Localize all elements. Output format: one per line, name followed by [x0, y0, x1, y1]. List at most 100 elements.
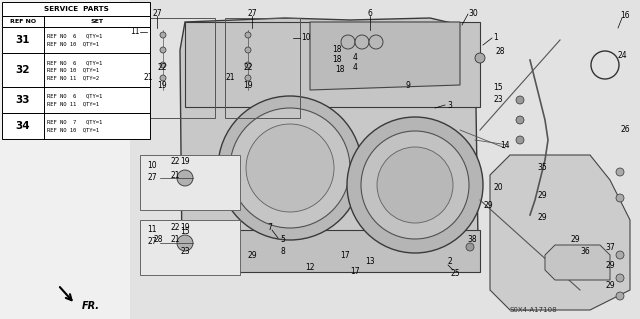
- Text: 22: 22: [170, 222, 180, 232]
- Text: FR.: FR.: [82, 301, 100, 311]
- Bar: [2, 2, 150, 16]
- Bar: [130, 0, 640, 319]
- Text: 35: 35: [537, 164, 547, 173]
- Text: 10: 10: [301, 33, 311, 42]
- Text: 29: 29: [537, 213, 547, 222]
- Text: 19: 19: [180, 222, 190, 232]
- Polygon shape: [310, 22, 460, 90]
- Polygon shape: [180, 18, 478, 272]
- Circle shape: [369, 35, 383, 49]
- Text: 1: 1: [493, 33, 499, 42]
- Circle shape: [230, 108, 350, 228]
- Text: 29: 29: [605, 261, 615, 270]
- Text: SERVICE  PARTS: SERVICE PARTS: [44, 6, 108, 12]
- Bar: [140, 155, 240, 210]
- Circle shape: [245, 62, 251, 68]
- Text: 15: 15: [180, 227, 190, 236]
- Text: 3: 3: [447, 100, 452, 109]
- Text: S0X4-A17108: S0X4-A17108: [510, 307, 557, 313]
- Circle shape: [616, 251, 624, 259]
- Text: 19: 19: [243, 80, 253, 90]
- Text: 38: 38: [467, 235, 477, 244]
- Circle shape: [245, 47, 251, 53]
- Bar: [2, 53, 150, 87]
- Text: 19: 19: [180, 158, 190, 167]
- Bar: [185, 230, 480, 272]
- Text: 29: 29: [605, 280, 615, 290]
- Text: 27: 27: [147, 238, 157, 247]
- Text: REF NO  7   QTY=1
REF NO 10  QTY=1: REF NO 7 QTY=1 REF NO 10 QTY=1: [47, 120, 102, 132]
- Text: 23: 23: [493, 95, 503, 105]
- Text: 29: 29: [483, 201, 493, 210]
- Text: 12: 12: [305, 263, 315, 272]
- Text: 31: 31: [16, 35, 30, 45]
- Circle shape: [177, 235, 193, 251]
- Text: 28: 28: [495, 48, 505, 56]
- Bar: [140, 220, 240, 275]
- Text: 11: 11: [147, 226, 157, 234]
- Bar: [140, 18, 215, 118]
- Text: 14: 14: [500, 140, 510, 150]
- Circle shape: [355, 35, 369, 49]
- Text: REF NO  6   QTY=1
REF NO 11  QTY=1: REF NO 6 QTY=1 REF NO 11 QTY=1: [47, 94, 102, 106]
- Circle shape: [160, 62, 166, 68]
- Text: 32: 32: [16, 65, 30, 75]
- Circle shape: [160, 32, 166, 38]
- Text: 4: 4: [353, 54, 357, 63]
- Text: 27: 27: [147, 173, 157, 182]
- Text: 21: 21: [143, 73, 153, 83]
- Text: 22: 22: [243, 63, 253, 72]
- Text: 20: 20: [493, 183, 503, 192]
- Circle shape: [616, 194, 624, 202]
- Text: 21: 21: [170, 170, 180, 180]
- Text: 22: 22: [157, 63, 167, 72]
- Polygon shape: [490, 155, 630, 310]
- Text: REF NO  6   QTY=1
REF NO 10  QTY=1
REF NO 11  QTY=2: REF NO 6 QTY=1 REF NO 10 QTY=1 REF NO 11…: [47, 60, 102, 80]
- Text: 5: 5: [280, 235, 285, 244]
- Bar: [2, 87, 150, 113]
- Circle shape: [516, 116, 524, 124]
- Circle shape: [218, 96, 362, 240]
- Text: 18: 18: [332, 56, 342, 64]
- Text: 9: 9: [406, 80, 410, 90]
- Text: 29: 29: [537, 190, 547, 199]
- Circle shape: [347, 117, 483, 253]
- Circle shape: [245, 75, 251, 81]
- Bar: [185, 22, 480, 107]
- Text: 18: 18: [335, 65, 345, 75]
- Text: 8: 8: [280, 248, 285, 256]
- Circle shape: [246, 124, 334, 212]
- Text: 28: 28: [153, 235, 163, 244]
- Polygon shape: [545, 245, 610, 280]
- Bar: [2, 16, 150, 27]
- Text: 17: 17: [350, 268, 360, 277]
- Bar: [225, 18, 300, 118]
- Text: 6: 6: [367, 10, 372, 19]
- Text: 19: 19: [157, 80, 167, 90]
- Text: 37: 37: [605, 243, 615, 253]
- Text: 24: 24: [617, 50, 627, 60]
- Circle shape: [475, 53, 485, 63]
- Circle shape: [466, 243, 474, 251]
- Text: 16: 16: [620, 11, 630, 20]
- Circle shape: [616, 292, 624, 300]
- Text: 10: 10: [147, 160, 157, 169]
- Text: 29: 29: [247, 250, 257, 259]
- Text: 36: 36: [580, 248, 590, 256]
- Circle shape: [177, 170, 193, 186]
- Circle shape: [516, 96, 524, 104]
- Text: 21: 21: [225, 73, 235, 83]
- Text: 4: 4: [353, 63, 357, 72]
- Circle shape: [516, 136, 524, 144]
- Text: 18: 18: [332, 46, 342, 55]
- Text: 7: 7: [268, 224, 273, 233]
- Circle shape: [616, 168, 624, 176]
- Circle shape: [377, 147, 453, 223]
- Text: 2: 2: [447, 257, 452, 266]
- Circle shape: [245, 32, 251, 38]
- Text: 11: 11: [131, 27, 140, 36]
- Text: REF NO: REF NO: [10, 19, 36, 24]
- Circle shape: [341, 35, 355, 49]
- Text: 33: 33: [16, 95, 30, 105]
- Bar: [2, 113, 150, 139]
